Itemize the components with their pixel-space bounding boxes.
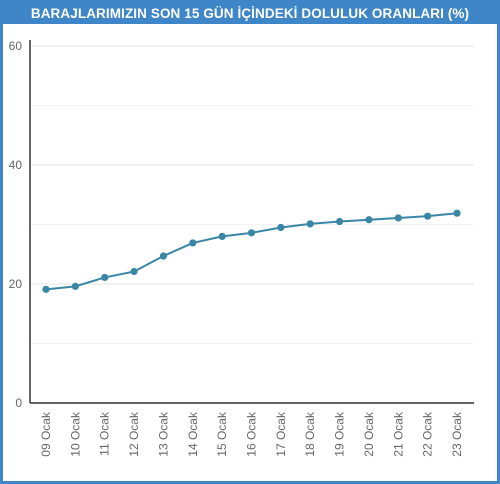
x-tick-label: 13 Ocak [156,411,170,457]
data-point[interactable] [365,216,373,224]
data-point[interactable] [189,239,197,247]
data-point[interactable] [247,229,256,237]
y-tick-label: 0 [15,396,22,410]
data-point[interactable] [394,214,402,222]
data-point[interactable] [130,267,138,276]
x-tick-label: 16 Ocak [245,411,259,457]
x-tick-label: 12 Ocak [127,411,141,457]
data-point[interactable] [277,223,285,232]
x-tick-label: 23 Ocak [450,411,464,457]
x-tick-label: 22 Ocak [421,411,435,457]
x-tick-label: 09 Ocak [39,411,53,457]
x-tick-label: 18 Ocak [303,411,317,457]
y-tick-label: 40 [9,158,23,172]
data-point[interactable] [453,209,461,217]
data-point[interactable] [42,285,50,293]
data-point[interactable] [101,273,109,282]
x-tick-label: 11 Ocak [98,411,112,456]
data-point[interactable] [424,212,432,220]
data-point[interactable] [335,217,344,226]
y-tick-label: 60 [9,39,23,53]
x-tick-label: 10 Ocak [68,411,82,457]
data-point[interactable] [306,220,314,228]
x-tick-label: 20 Ocak [362,411,376,457]
x-tick-label: 15 Ocak [215,411,229,457]
y-tick-label: 20 [9,277,23,291]
x-tick-label: 19 Ocak [333,411,347,457]
data-point[interactable] [71,282,79,290]
data-point[interactable] [159,252,168,260]
x-tick-label: 17 Ocak [274,411,288,457]
x-tick-label: 14 Ocak [186,411,200,457]
chart-title: BARAJLARIMIZIN SON 15 GÜN İÇİNDEKİ DOLUL… [3,3,497,24]
data-point[interactable] [218,232,226,240]
x-tick-label: 21 Ocak [391,411,405,457]
